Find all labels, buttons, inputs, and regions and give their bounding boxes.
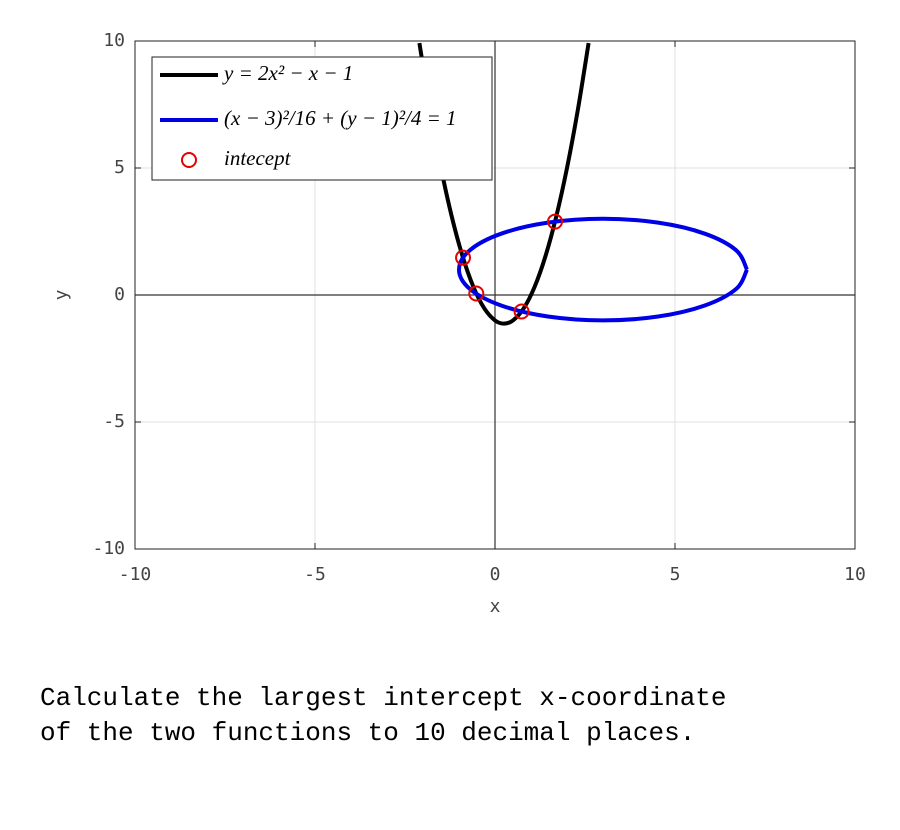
legend-label: intecept <box>224 146 292 170</box>
series-line <box>456 216 749 323</box>
x-tick-label: -5 <box>304 564 326 585</box>
y-tick-label: -5 <box>103 411 125 432</box>
x-axis-label: x <box>490 596 501 617</box>
intercept-point <box>455 249 472 266</box>
legend-box <box>151 56 493 181</box>
x-tick-label: 5 <box>670 564 681 585</box>
x-tick-label: 0 <box>490 564 501 585</box>
legend-swatch <box>181 152 197 168</box>
question-line: of the two functions to 10 decimal place… <box>40 718 695 748</box>
y-axis-label: y <box>51 289 72 300</box>
legend-label: (x − 3)²/16 + (y − 1)²/4 = 1 <box>224 106 457 130</box>
legend-label: y = 2x² − x − 1 <box>222 61 353 85</box>
y-tick-label: 10 <box>103 30 125 51</box>
plot-frame <box>134 40 856 550</box>
y-tick-label: -10 <box>92 538 125 559</box>
y-tick-label: 0 <box>114 284 125 305</box>
y-tick-label: 5 <box>114 157 125 178</box>
intercept-point <box>513 303 530 320</box>
intercept-point <box>468 285 485 302</box>
intercept-point <box>547 213 564 230</box>
question-line: Calculate the largest intercept x-coordi… <box>40 683 727 713</box>
x-tick-label: -10 <box>119 564 152 585</box>
x-tick-label: 10 <box>844 564 866 585</box>
series-line <box>417 42 591 326</box>
